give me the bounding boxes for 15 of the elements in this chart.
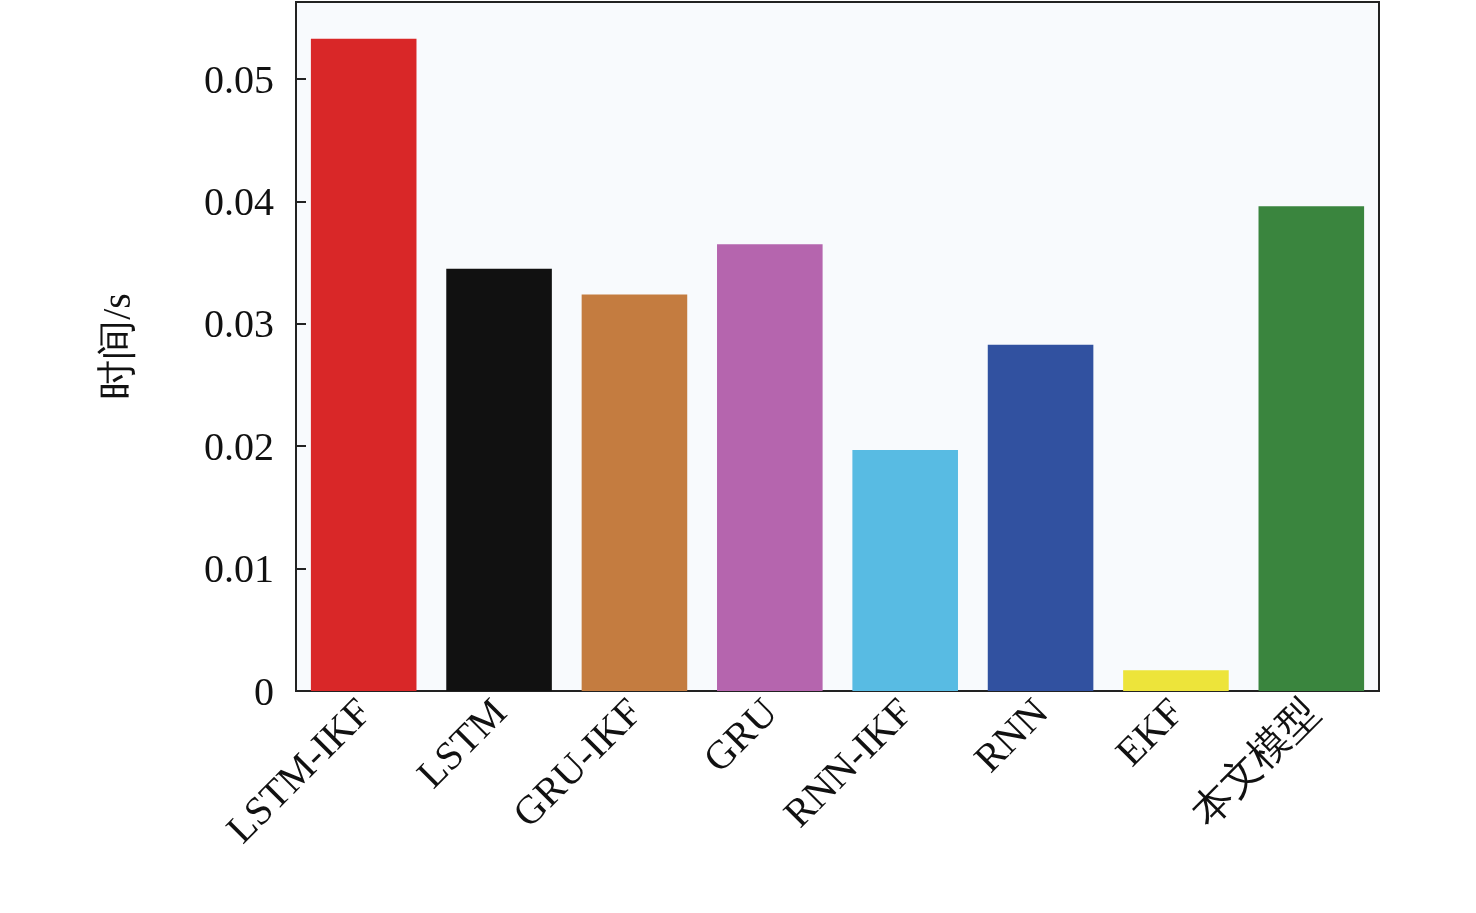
bar: [581, 294, 688, 691]
bar: [1123, 670, 1229, 691]
y-tick-label: 0.01: [204, 546, 274, 592]
bar: [852, 449, 958, 691]
y-tick-label: 0.04: [204, 178, 274, 224]
bar: [310, 38, 417, 691]
y-tick-label: 0.03: [204, 301, 274, 347]
y-tick-label: 0.02: [204, 423, 274, 469]
bar: [987, 344, 1094, 691]
y-tick-label: 0.05: [204, 56, 274, 102]
x-tick-label: 本文模型: [1182, 689, 1328, 835]
bar: [717, 244, 823, 691]
bar: [1258, 206, 1365, 691]
bar: [446, 268, 552, 691]
y-axis-title: 时间/s: [93, 293, 139, 400]
